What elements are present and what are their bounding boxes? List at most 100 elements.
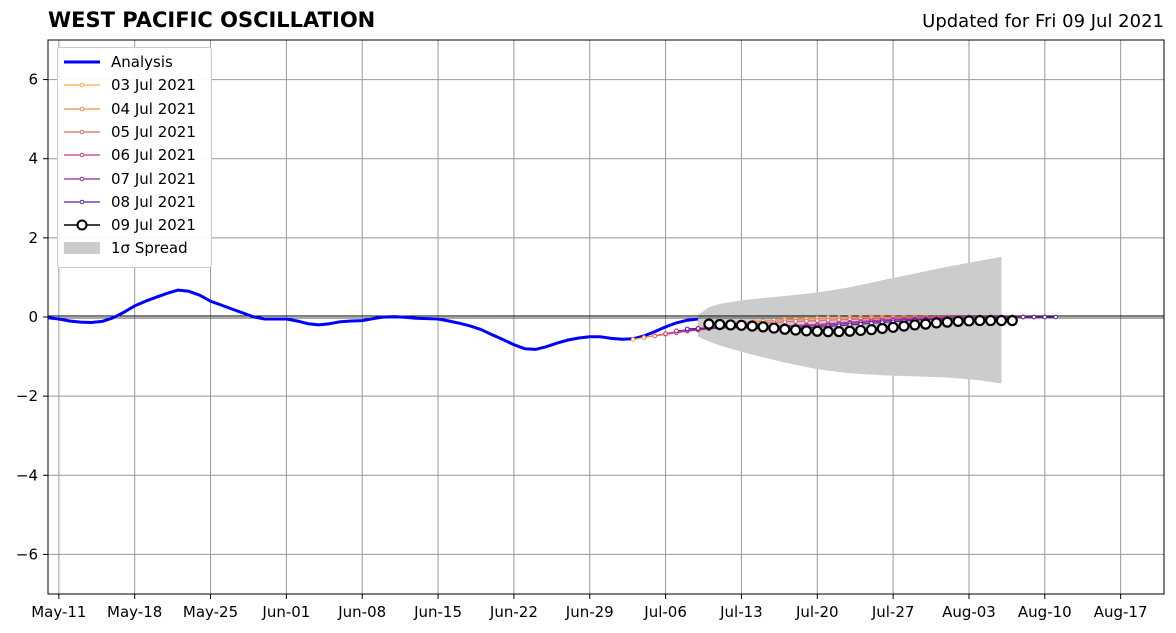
forecast-point (725, 319, 737, 331)
legend-marker (79, 106, 85, 111)
x-tick-label: May-25 (183, 603, 238, 621)
legend-item: 07 Jul 2021 (58, 169, 211, 189)
legend-label: 1σ Spread (111, 239, 188, 258)
legend: Analysis 03 Jul 2021 04 Jul 2021 05 Jul 202… (57, 47, 212, 268)
forecast-point (855, 324, 867, 337)
legend-label: 09 Jul 2021 (111, 216, 196, 235)
axes: May-11 May-18 May-25 Jun-01 Jun-08 Jun-15 Jun-… (16, 39, 1165, 621)
forecast-point (674, 328, 679, 334)
grid (48, 40, 1164, 594)
y-tick-label: 0 (28, 308, 38, 326)
x-tick-label: Jul-27 (871, 603, 915, 621)
forecast-point (641, 335, 647, 340)
forecast-point (898, 320, 910, 332)
forecast-point (822, 326, 834, 338)
legend-marker (79, 176, 85, 181)
forecast-point (768, 322, 780, 334)
legend-item: Analysis (58, 52, 211, 72)
forecast-point (887, 321, 899, 333)
legend-item: 03 Jul 2021 (58, 75, 211, 95)
forecast-point (825, 317, 831, 323)
legend-item: 06 Jul 2021 (58, 145, 211, 165)
legend-marker (76, 219, 88, 231)
legend-swatch (64, 176, 100, 181)
legend-label: 04 Jul 2021 (111, 99, 196, 118)
forecast-point (865, 324, 878, 336)
legend-item: 04 Jul 2021 (58, 99, 211, 119)
forecast-point (995, 314, 1008, 327)
y-tick-label: 4 (28, 150, 38, 168)
y-tick-label: −2 (16, 387, 38, 405)
legend-label: 08 Jul 2021 (111, 192, 196, 211)
forecast-point (920, 318, 932, 330)
x-tick-label: Aug-03 (942, 603, 996, 621)
legend-swatch (64, 199, 100, 205)
y-tick-label: −4 (16, 466, 38, 484)
legend-item: 08 Jul 2021 (58, 192, 211, 212)
y-tick-label: −6 (16, 545, 38, 563)
forecast-point (757, 321, 769, 333)
forecast-point (703, 318, 715, 330)
x-tick-label: Jun-15 (413, 603, 462, 621)
x-tick-label: Jun-01 (261, 603, 310, 621)
forecast-point (963, 315, 975, 327)
forecast-point (793, 319, 798, 324)
x-tick-label: Jun-29 (565, 603, 614, 621)
x-tick-label: May-18 (107, 603, 162, 621)
x-tick-label: Jul-13 (719, 603, 763, 621)
x-tick-label: Jul-20 (795, 603, 839, 621)
forecast-point (1053, 314, 1058, 320)
legend-swatch (64, 219, 100, 231)
legend-label: 03 Jul 2021 (111, 76, 196, 95)
forecast-point (952, 315, 964, 327)
x-tick-label: Jun-22 (489, 603, 538, 621)
forecast-point (746, 320, 758, 332)
forecast-point (930, 317, 943, 329)
forecast-point (779, 323, 791, 335)
forecast-point (652, 333, 658, 339)
x-tick-label: Aug-10 (1018, 603, 1072, 621)
y-tick-label: 2 (28, 229, 38, 247)
forecast-point (663, 331, 668, 336)
legend-label: 05 Jul 2021 (111, 122, 196, 141)
forecast-point (684, 326, 690, 332)
forecast-point (985, 314, 997, 327)
chart-title: WEST PACIFIC OSCILLATION (48, 8, 376, 32)
legend-marker (79, 199, 85, 205)
legend-marker (79, 82, 85, 88)
forecast-point (782, 319, 788, 325)
updated-label: Updated for Fri 09 Jul 2021 (922, 11, 1164, 32)
forecast-point (630, 337, 636, 342)
forecast-series (630, 314, 1058, 342)
analysis-series (47, 288, 699, 351)
legend-swatch (64, 82, 100, 88)
forecast-point (811, 325, 823, 337)
forecast-point (800, 325, 813, 337)
legend-marker (79, 129, 85, 135)
legend-swatch (64, 129, 100, 135)
forecast-point (790, 324, 802, 336)
x-tick-label: Jul-06 (643, 603, 687, 621)
x-tick-label: Aug-17 (1094, 603, 1148, 621)
legend-patch (64, 242, 100, 255)
legend-swatch (64, 152, 100, 158)
x-tick-label: May-11 (31, 603, 86, 621)
legend-item: 1σ Spread (58, 238, 211, 258)
forecast-point (814, 318, 820, 323)
legend-item: 09 Jul 2021 (58, 215, 211, 235)
forecast-point (735, 319, 748, 331)
forecast-point (844, 325, 856, 337)
legend-item: 05 Jul 2021 (58, 122, 211, 142)
forecast-point (833, 326, 845, 338)
x-tick-label: Jun-08 (337, 603, 386, 621)
forecast-point (974, 314, 986, 327)
legend-label: 06 Jul 2021 (111, 146, 196, 165)
forecast-point (695, 326, 701, 331)
legend-swatch (64, 242, 100, 255)
y-tick-label: 6 (28, 71, 38, 89)
forecast-point (1020, 314, 1026, 320)
legend-label: Analysis (111, 53, 173, 71)
forecast-point (876, 322, 888, 335)
plot-frame (47, 39, 1165, 595)
